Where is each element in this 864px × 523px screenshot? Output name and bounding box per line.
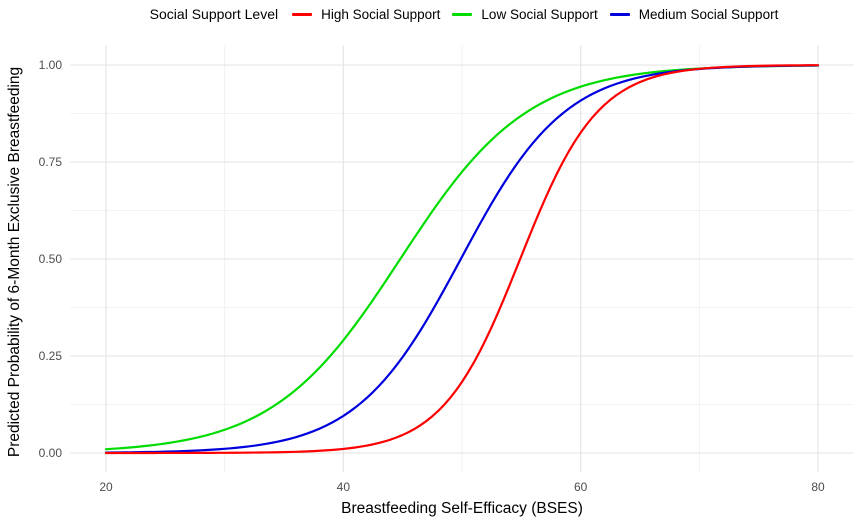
legend-title: Social Support Level — [149, 6, 279, 22]
gridlines-minor — [70, 45, 854, 473]
x-tick-label: 60 — [573, 480, 588, 494]
x-tick-label: 40 — [336, 480, 351, 494]
legend-label-low: Low Social Support — [481, 6, 598, 22]
y-tick-label: 0.00 — [38, 446, 62, 460]
series-lines — [104, 64, 820, 455]
legend-item-high: High Social Support — [292, 7, 440, 22]
series-line-high — [104, 64, 820, 455]
y-tick-label: 0.75 — [38, 155, 62, 169]
legend-item-medium: Medium Social Support — [609, 6, 779, 22]
legend-key-medium-icon — [609, 12, 630, 16]
x-tick-label: 80 — [811, 480, 825, 494]
legend-item-low: Low Social Support — [452, 6, 598, 22]
x-tick-label: 20 — [99, 480, 113, 494]
legend-key-low-icon — [452, 12, 473, 16]
x-axis-title: Breastfeeding Self-Efficacy (BSES) — [341, 500, 583, 517]
legend-key-high-icon — [292, 12, 313, 16]
y-tick-label: 0.25 — [38, 349, 62, 363]
legend: Social Support Level High Social Support… — [64, 3, 864, 25]
y-tick-label: 1.00 — [38, 58, 62, 72]
legend-label-medium: Medium Social Support — [638, 6, 779, 22]
y-tick-label: 0.50 — [38, 252, 62, 266]
y-axis-title: Predicted Probability of 6-Month Exclusi… — [6, 66, 23, 458]
legend-label-high: High Social Support — [321, 6, 441, 22]
